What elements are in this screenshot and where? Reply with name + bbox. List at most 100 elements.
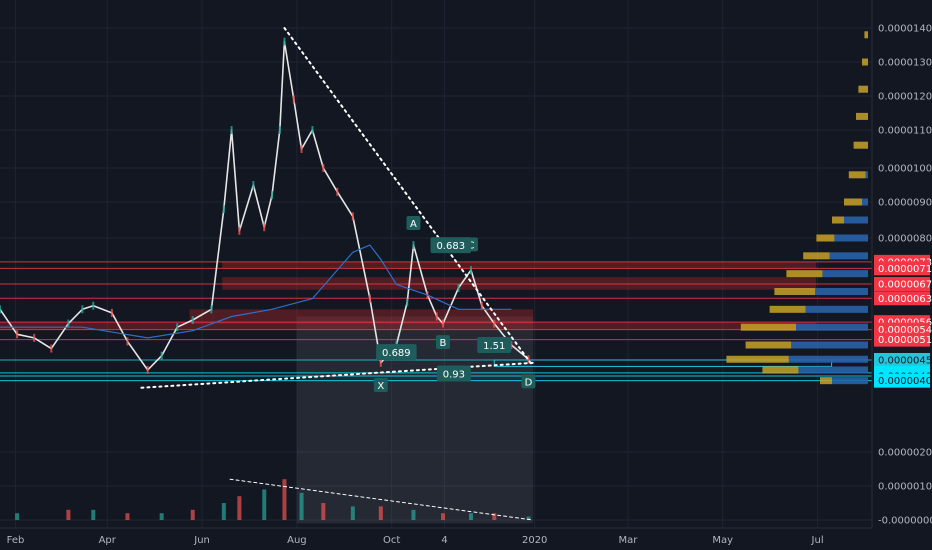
x-tick-label: 4 <box>441 535 447 546</box>
profile-bar-gold <box>856 112 868 120</box>
profile-bar-gold <box>858 85 868 93</box>
profile-bar-blue <box>815 288 868 295</box>
profile-bar-gold <box>816 234 835 242</box>
pattern-point-X-box <box>373 377 388 392</box>
profile-bar-blue <box>805 305 868 313</box>
profile-bar-gold <box>726 355 789 363</box>
price-tag <box>874 291 930 306</box>
profile-bar-gold <box>844 198 862 206</box>
ratio-label: 0.689 <box>382 348 411 359</box>
resistance-zone <box>189 309 534 324</box>
x-tick-label: Aug <box>287 535 307 546</box>
volume-bar <box>468 513 473 520</box>
x-tick-label: Apr <box>99 535 117 546</box>
ratio-label: 1.51 <box>483 341 505 352</box>
volume-bars <box>15 479 531 520</box>
ratio-label-box <box>477 337 512 353</box>
volume-bar <box>299 492 304 520</box>
profile-bar-blue <box>862 198 868 206</box>
price-line <box>0 40 530 371</box>
price-series <box>0 37 530 374</box>
volume-bar <box>440 513 445 520</box>
ratio-label-box <box>436 365 471 382</box>
volume-bar <box>15 513 20 520</box>
x-tick-label: Jun <box>193 535 210 546</box>
volume-bar <box>91 509 96 520</box>
volume-bar <box>378 506 383 520</box>
x-tick-label: Oct <box>383 535 400 546</box>
y-tick-label: -0.00000000 <box>878 516 932 527</box>
volume-bar <box>492 513 497 520</box>
volume-bar <box>159 513 164 520</box>
volume-bar <box>411 509 416 520</box>
ratio-label-box <box>430 237 472 254</box>
volume-bar <box>237 496 242 520</box>
price-tag-label: 0.00000400 <box>878 376 932 387</box>
profile-bar-blue <box>829 252 868 260</box>
volume-bar <box>321 503 326 520</box>
x-tick-label: Mar <box>619 535 639 546</box>
volume-profile <box>726 31 868 385</box>
price-tag <box>874 261 930 276</box>
volume-bar <box>221 503 226 520</box>
profile-bar-gold <box>740 323 796 331</box>
volume-bar <box>350 506 355 520</box>
profile-bar-gold <box>769 305 806 313</box>
x-tick-label: Feb <box>7 535 25 546</box>
pattern-point-B-label: B <box>440 338 447 349</box>
profile-bar-blue <box>791 341 868 349</box>
ratio-label-box <box>376 344 417 361</box>
pattern-point-X-label: X <box>377 381 384 392</box>
trendlines <box>140 27 535 521</box>
volume-bar <box>526 516 531 520</box>
profile-bar-blue <box>798 366 868 374</box>
pattern-point-D-box <box>521 374 536 389</box>
volume-bar <box>282 479 287 520</box>
price-tag <box>874 332 930 347</box>
trendline-lower <box>140 361 535 389</box>
moving-average-line <box>0 244 512 339</box>
ratio-label: 0.683 <box>436 241 465 252</box>
price-tag-label: 0.00000543 <box>878 325 932 336</box>
profile-bar-blue <box>865 171 868 179</box>
price-tag-label: 0.00000631 <box>878 294 932 305</box>
price-tag-label: 0.00000515 <box>878 335 932 346</box>
profile-bar-blue <box>796 323 868 331</box>
x-axis-panel <box>0 528 932 550</box>
profile-bar-gold <box>745 341 792 349</box>
profile-bar-blue <box>834 234 868 242</box>
volume-bar <box>262 489 267 520</box>
price-tag-label: 0.00000671 <box>878 280 932 291</box>
price-tag <box>874 373 930 388</box>
resistance-zone <box>0 322 817 330</box>
pattern-point-D-label: D <box>525 377 533 388</box>
profile-bar-gold <box>803 252 830 260</box>
pattern-point-A-box <box>406 216 421 230</box>
profile-bar-gold <box>786 270 823 278</box>
volume-bar <box>190 509 195 520</box>
trendline-volume <box>229 478 534 521</box>
profile-bar-gold <box>820 377 832 385</box>
profile-bar-blue <box>822 270 868 278</box>
trendline-upper <box>283 27 535 368</box>
price-tag-label: 0.00000715 <box>878 264 932 275</box>
x-tick-label: 2020 <box>522 535 547 546</box>
profile-bar-gold <box>774 288 816 295</box>
profile-bar-blue <box>844 216 868 224</box>
profile-bar-gold <box>862 58 868 66</box>
pattern-point-A-label: A <box>410 219 417 230</box>
pattern-point-B-box <box>435 335 450 350</box>
volume-bar <box>125 513 130 520</box>
profile-bar-blue <box>788 355 868 363</box>
profile-bar-gold <box>864 31 868 39</box>
